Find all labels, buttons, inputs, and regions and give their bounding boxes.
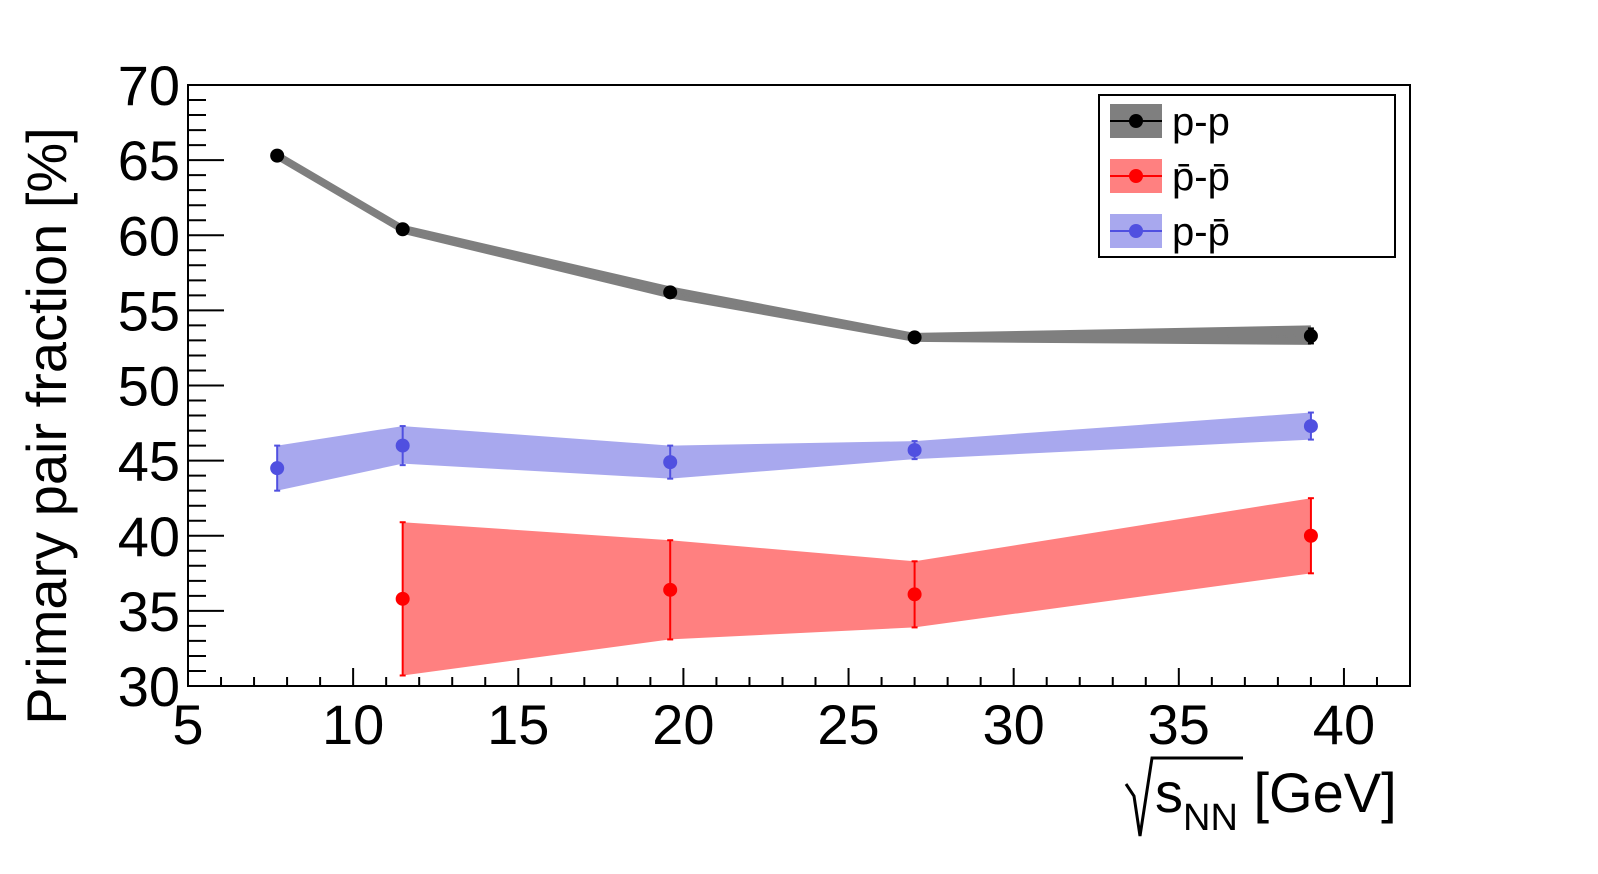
y-tick-label: 70 [118,54,180,117]
point-pbarpbar [395,591,410,606]
x-tick-label: 15 [487,693,549,756]
point-pbarpbar [907,587,922,602]
x-axis-label: sNN [GeV] [1124,756,1397,839]
band-ppbar [277,412,1311,491]
point-pbarpbar [1303,528,1318,543]
y-tick-label: 60 [118,204,180,267]
point-ppbar [1303,419,1318,434]
legend-marker-ppbar [1129,224,1143,238]
x-axis-label-unit: [GeV] [1238,761,1397,824]
x-axis-label-subscript: NN [1183,797,1238,839]
point-ppbar [663,455,678,470]
point-pp [907,330,922,345]
x-tick-label: 5 [172,693,203,756]
legend-marker-pp [1129,114,1143,128]
point-pbarpbar [663,582,678,597]
tick-labels: 5 10 15 20 25 30 35 40 30 35 40 45 50 55 60 65 70 [118,54,1375,756]
y-axis-label: Primary pair fraction [%] [15,127,78,725]
y-tick-label: 35 [118,580,180,643]
x-axis-label-root: s [1155,761,1183,824]
legend-label-pbarpbar: p̄-p̄ [1172,155,1230,199]
point-pp [270,148,285,163]
svg-text:sNN [GeV]: sNN [GeV] [1155,761,1397,839]
line-pbarpbar [402,534,1312,600]
band-pbarpbar [402,498,1311,676]
y-tick-label: 65 [118,129,180,192]
x-tick-label: 25 [817,693,879,756]
point-ppbar [395,438,410,453]
point-pp [1303,328,1318,343]
y-tick-label: 55 [118,279,180,342]
y-tick-label: 40 [118,505,180,568]
y-tick-label: 45 [118,430,180,493]
sqrt-symbol [1124,756,1243,837]
point-ppbar [270,461,285,476]
legend-marker-pbarpbar [1129,169,1143,183]
x-tick-label: 10 [322,693,384,756]
axis-ticks [187,84,1411,687]
legend-label-ppbar: p-p̄ [1172,210,1230,254]
point-ppbar [907,443,922,458]
point-pp [395,222,410,237]
x-tick-label: 30 [983,693,1045,756]
x-tick-label: 20 [652,693,714,756]
point-pp [663,285,678,300]
x-tick-label: 40 [1313,693,1375,756]
legend: p-p p̄-p̄ p-p̄ [1098,94,1396,258]
legend-label-pp: p-p [1172,100,1230,144]
data-points [270,148,1318,677]
y-tick-label: 50 [118,355,180,418]
y-tick-label: 30 [118,655,180,718]
x-tick-label: 35 [1148,693,1210,756]
